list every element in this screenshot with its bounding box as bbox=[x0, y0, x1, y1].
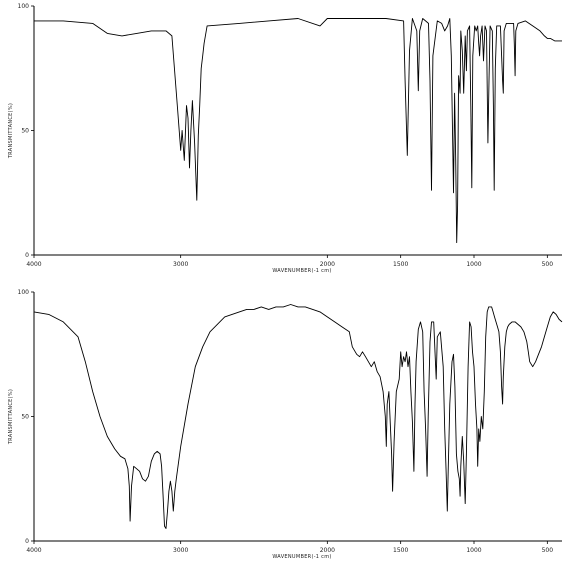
x-tick-label: 3000 bbox=[173, 261, 188, 268]
x-tick-label: 1000 bbox=[466, 261, 481, 268]
x-axis-label: WAVENUMBER(-1 cm) bbox=[272, 554, 331, 560]
y-axis-label: TRANSMITTANCE(%) bbox=[8, 389, 14, 445]
x-axis-label: WAVENUMBER(-1 cm) bbox=[272, 268, 331, 274]
x-tick-label: 2000 bbox=[320, 547, 335, 554]
y-tick-label: 50 bbox=[21, 128, 29, 135]
x-tick-label: 4000 bbox=[26, 261, 41, 268]
x-tick-label: 3000 bbox=[173, 547, 188, 554]
y-tick-label: 100 bbox=[18, 3, 30, 10]
y-axis-label: TRANSMITTANCE(%) bbox=[8, 103, 14, 159]
y-tick-label: 0 bbox=[25, 252, 29, 259]
x-tick-label: 1500 bbox=[393, 547, 408, 554]
spectrum-line bbox=[34, 18, 562, 244]
y-tick-label: 50 bbox=[21, 414, 29, 421]
top-spectrum-panel: 4000 3000 2000 1500 1000 500 0 50 100 WAVENUMBER(… bbox=[8, 3, 562, 274]
spectrum-line bbox=[33, 304, 563, 529]
x-tick-label: 4000 bbox=[26, 547, 41, 554]
x-tick-label: 500 bbox=[542, 547, 554, 554]
x-tick-label: 2000 bbox=[320, 261, 335, 268]
bottom-spectrum-panel: 4000 3000 2000 1500 1000 500 0 50 100 WAVENUMBER(… bbox=[8, 289, 563, 560]
y-tick-label: 100 bbox=[18, 289, 30, 296]
x-tick-label: 1000 bbox=[466, 547, 481, 554]
x-tick-label: 1500 bbox=[393, 261, 408, 268]
y-tick-label: 0 bbox=[25, 538, 29, 545]
x-tick-label: 500 bbox=[542, 261, 554, 268]
